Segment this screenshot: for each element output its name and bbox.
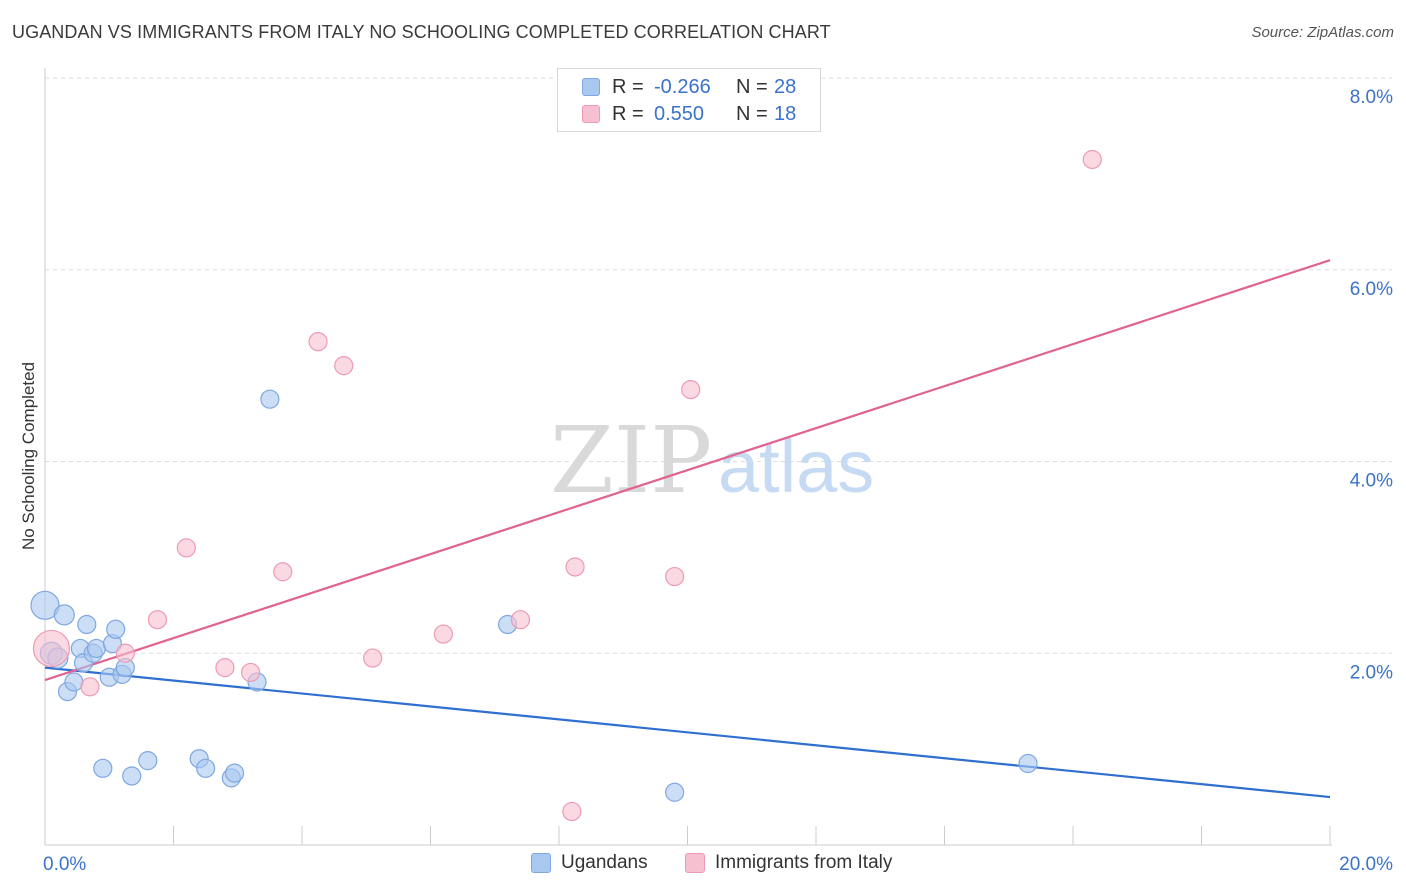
data-point-italy bbox=[334, 356, 354, 376]
r-value: -0.266 bbox=[654, 75, 711, 98]
chart-title: UGANDAN VS IMMIGRANTS FROM ITALY NO SCHO… bbox=[12, 22, 831, 42]
r-label: R = bbox=[612, 102, 644, 125]
data-point-ugandans bbox=[138, 751, 158, 771]
axes bbox=[44, 68, 1332, 846]
data-point-ugandans bbox=[64, 672, 84, 692]
watermark: ZIP atlas bbox=[550, 407, 874, 514]
data-point-italy bbox=[1082, 149, 1102, 170]
bottom-legend-italy: Immigrants from Italy bbox=[685, 852, 892, 874]
data-point-italy bbox=[665, 566, 685, 587]
legend-swatch-italy bbox=[582, 105, 600, 123]
data-point-ugandans bbox=[122, 766, 142, 786]
data-point-ugandans bbox=[1018, 753, 1038, 774]
watermark-atlas: atlas bbox=[718, 425, 874, 508]
bottom-legend-label: Ugandans bbox=[561, 852, 648, 873]
trend-lines bbox=[44, 259, 1331, 799]
legend-row-ugandans: R = -0.266 N = 28 bbox=[582, 75, 796, 99]
data-point-ugandans bbox=[53, 604, 75, 626]
stats-legend: R = -0.266 N = 28 R = 0.550 N = 18 bbox=[557, 68, 821, 132]
bottom-legend-label: Immigrants from Italy bbox=[715, 852, 893, 873]
legend-swatch-ugandans bbox=[582, 78, 600, 96]
data-point-ugandans bbox=[224, 763, 245, 783]
bottom-legend-ugandans: Ugandans bbox=[531, 852, 648, 874]
n-label: N = bbox=[736, 102, 768, 125]
y-tick-label: 4.0% bbox=[1350, 471, 1393, 492]
n-value: 18 bbox=[774, 102, 797, 125]
data-point-italy bbox=[32, 629, 71, 668]
data-point-italy bbox=[147, 610, 168, 630]
y-tick-label: 2.0% bbox=[1350, 662, 1393, 683]
data-point-italy bbox=[176, 538, 196, 558]
data-point-italy bbox=[562, 801, 582, 822]
watermark-zip: ZIP bbox=[550, 407, 712, 514]
data-point-ugandans bbox=[260, 389, 280, 409]
grid-lines bbox=[45, 77, 1392, 654]
data-points bbox=[30, 149, 1102, 822]
x-tick-label: 20.0% bbox=[1339, 854, 1393, 875]
trend-line bbox=[44, 259, 1331, 682]
data-point-ugandans bbox=[106, 619, 126, 639]
data-point-italy bbox=[433, 624, 453, 644]
data-point-ugandans bbox=[77, 614, 97, 635]
data-point-italy bbox=[510, 610, 531, 630]
data-point-italy bbox=[215, 658, 235, 678]
data-point-ugandans bbox=[30, 590, 60, 620]
n-label: N = bbox=[736, 75, 768, 98]
bottom-legend-swatch-italy bbox=[685, 853, 705, 873]
y-tick-label: 6.0% bbox=[1350, 279, 1393, 300]
data-point-ugandans bbox=[86, 638, 107, 659]
n-value: 28 bbox=[774, 75, 797, 98]
data-point-italy bbox=[115, 643, 135, 663]
tick-labels: 2.0% 4.0% 6.0% 8.0% 0.0% 20.0% bbox=[43, 87, 1393, 875]
data-point-italy bbox=[241, 662, 261, 683]
data-point-italy bbox=[565, 557, 585, 577]
data-point-ugandans bbox=[665, 782, 685, 802]
r-label: R = bbox=[612, 75, 644, 98]
data-point-ugandans bbox=[93, 758, 113, 778]
data-point-italy bbox=[273, 562, 293, 582]
data-point-italy bbox=[80, 677, 100, 697]
source-label: Source: ZipAtlas.com bbox=[1251, 24, 1394, 41]
data-point-ugandans bbox=[196, 758, 216, 778]
y-tick-label: 8.0% bbox=[1350, 87, 1393, 108]
legend-row-italy: R = 0.550 N = 18 bbox=[582, 102, 796, 126]
r-value: 0.550 bbox=[654, 102, 705, 125]
x-tick-label: 0.0% bbox=[43, 854, 86, 875]
data-point-italy bbox=[681, 379, 701, 400]
data-point-italy bbox=[308, 332, 328, 352]
data-point-italy bbox=[363, 648, 383, 668]
bottom-legend-swatch-ugandans bbox=[531, 853, 551, 873]
y-axis-label: No Schooling Completed bbox=[19, 362, 38, 550]
